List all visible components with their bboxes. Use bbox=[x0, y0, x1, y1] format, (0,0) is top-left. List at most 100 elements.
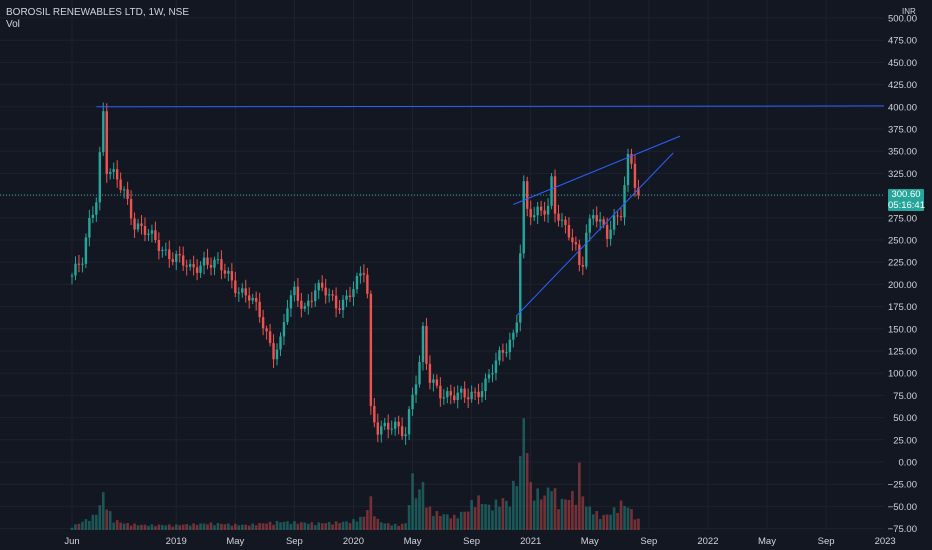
y-tick-label: 250.00 bbox=[888, 236, 917, 247]
candle-body bbox=[460, 388, 463, 393]
volume-bar bbox=[338, 523, 341, 530]
volume-bar bbox=[168, 524, 171, 530]
volume-bar bbox=[293, 521, 296, 530]
symbol-title[interactable]: BOROSIL RENEWABLES LTD, 1W, NSE bbox=[6, 7, 190, 18]
volume-bar bbox=[303, 522, 307, 530]
volume-bar bbox=[101, 492, 105, 530]
volume-bar bbox=[421, 482, 425, 530]
candle-body bbox=[230, 271, 234, 281]
trendline-resistance-400[interactable] bbox=[96, 105, 907, 108]
candle-body bbox=[202, 257, 206, 266]
volume-bar bbox=[487, 504, 491, 530]
trendline-wedge-lower[interactable] bbox=[516, 152, 674, 316]
last-price-tag: 300.60 05:16:41 bbox=[888, 189, 925, 211]
candle-body bbox=[206, 257, 209, 265]
volume-bar bbox=[147, 525, 150, 530]
volume-bar bbox=[108, 511, 112, 530]
volume-bar bbox=[529, 482, 532, 530]
volume-bar bbox=[515, 486, 519, 530]
x-tick-label: 2021 bbox=[520, 536, 541, 547]
y-tick-label: 325.00 bbox=[888, 169, 917, 180]
candle-body bbox=[178, 254, 181, 256]
volume-bar bbox=[237, 525, 241, 530]
volume-bar bbox=[362, 516, 366, 530]
volume-bar bbox=[181, 524, 185, 530]
volume-bar bbox=[630, 509, 633, 530]
price-axis[interactable]: 500.00 475.00 450.00 425.00 400.00 375.00 350.… bbox=[884, 0, 932, 550]
candle-body bbox=[480, 391, 484, 398]
trendline-wedge-upper[interactable] bbox=[513, 135, 681, 205]
volume-bar bbox=[407, 505, 411, 530]
volume-bar bbox=[254, 525, 258, 530]
grid bbox=[0, 0, 886, 530]
volume-bar bbox=[452, 514, 456, 530]
candle-body bbox=[526, 181, 529, 209]
candle-body bbox=[439, 385, 442, 399]
volume-bar bbox=[192, 523, 195, 530]
candle-body bbox=[91, 214, 95, 219]
candle-body bbox=[175, 254, 178, 262]
candle-body bbox=[442, 397, 446, 399]
candle-body bbox=[567, 225, 571, 238]
trendlines[interactable] bbox=[96, 105, 907, 316]
candle-body bbox=[334, 295, 338, 309]
candle-body bbox=[126, 189, 129, 199]
volume-bar bbox=[199, 523, 202, 530]
time-axis[interactable]: Jun 2019 May Sep 2020 May Sep 2021 May Sep 2022 May… bbox=[0, 532, 896, 550]
volume-bar bbox=[536, 488, 539, 530]
candle-body bbox=[623, 185, 626, 218]
candle-body bbox=[428, 363, 432, 383]
candle-body bbox=[168, 249, 171, 260]
volume-bar bbox=[195, 525, 199, 530]
volume-bar bbox=[463, 511, 466, 530]
volume-bar bbox=[522, 418, 526, 530]
bar-countdown: 05:16:41 bbox=[888, 200, 925, 211]
candle-body bbox=[453, 395, 456, 401]
volume-bar bbox=[369, 496, 373, 530]
y-tick-label: 400.00 bbox=[888, 102, 917, 113]
volume-bar bbox=[633, 519, 637, 530]
candle-body bbox=[258, 301, 261, 318]
candle-body bbox=[449, 391, 452, 396]
candle-body bbox=[505, 352, 508, 354]
y-tick-label: −25.00 bbox=[888, 480, 917, 491]
candle-body bbox=[293, 286, 296, 296]
candle-body bbox=[345, 295, 348, 300]
candle-body bbox=[338, 308, 341, 310]
volume-bar bbox=[88, 520, 91, 530]
candle-body bbox=[220, 259, 223, 271]
candle-body bbox=[70, 275, 74, 277]
volume-bars bbox=[70, 418, 640, 530]
candle-body bbox=[268, 331, 272, 344]
volume-bar bbox=[206, 524, 209, 530]
volume-bar bbox=[550, 491, 553, 530]
volume-bar bbox=[317, 522, 321, 530]
x-tick-label: Sep bbox=[286, 536, 303, 547]
y-tick-label: 125.00 bbox=[888, 347, 917, 358]
volume-bar bbox=[98, 505, 102, 530]
candle-body bbox=[397, 421, 400, 427]
volume-bar bbox=[307, 523, 310, 530]
candle-body bbox=[539, 206, 543, 211]
candle-body bbox=[272, 343, 275, 360]
candle-body bbox=[536, 206, 539, 216]
volume-bar bbox=[494, 499, 498, 530]
candle-body bbox=[376, 422, 379, 435]
candle-body bbox=[470, 391, 473, 400]
volume-bar bbox=[386, 523, 390, 530]
candle-body bbox=[122, 189, 126, 191]
candle-body bbox=[599, 219, 602, 222]
candle-body bbox=[88, 218, 91, 238]
candle-body bbox=[265, 328, 268, 332]
candle-body bbox=[300, 300, 303, 309]
candle-body bbox=[237, 292, 240, 294]
candle-body bbox=[296, 286, 300, 301]
candle-body bbox=[133, 218, 136, 230]
volume-label[interactable]: Vol bbox=[6, 19, 20, 30]
x-tick-label: May bbox=[758, 536, 776, 547]
volume-bar bbox=[553, 488, 557, 530]
candle-body bbox=[383, 422, 386, 427]
candle-body bbox=[115, 169, 119, 180]
volume-bar bbox=[359, 516, 362, 530]
